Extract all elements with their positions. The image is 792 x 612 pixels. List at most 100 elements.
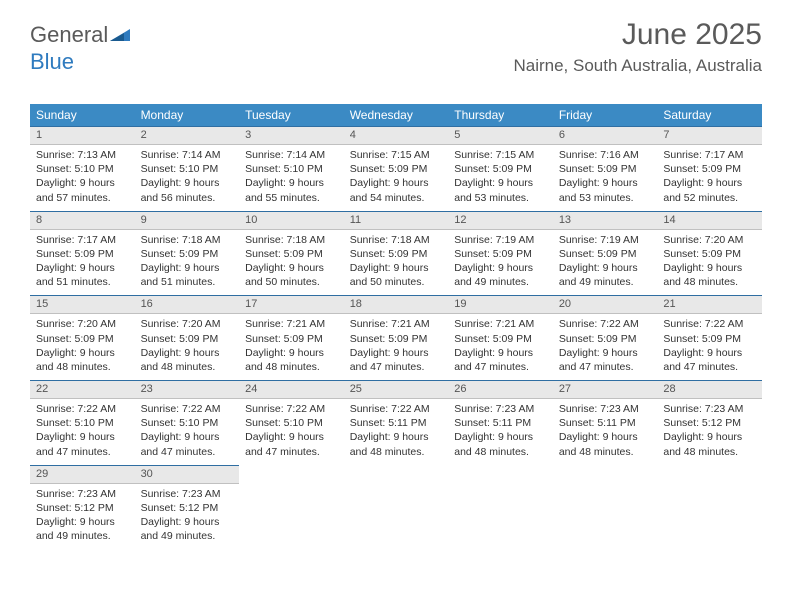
daylight-text: Daylight: 9 hours and 51 minutes. <box>36 262 115 288</box>
header-sunday: Sunday <box>30 104 135 127</box>
sunrise-text: Sunrise: 7:18 AM <box>245 234 325 246</box>
sunset-text: Sunset: 5:09 PM <box>141 333 219 345</box>
sunrise-text: Sunrise: 7:23 AM <box>141 488 221 500</box>
sunset-text: Sunset: 5:11 PM <box>559 417 636 429</box>
sunrise-text: Sunrise: 7:23 AM <box>559 403 639 415</box>
day-number-cell: 13 <box>553 211 658 229</box>
sunrise-text: Sunrise: 7:19 AM <box>454 234 534 246</box>
day-content-cell: Sunrise: 7:15 AMSunset: 5:09 PMDaylight:… <box>344 145 449 212</box>
daylight-text: Daylight: 9 hours and 53 minutes. <box>454 177 533 203</box>
sunrise-text: Sunrise: 7:22 AM <box>245 403 325 415</box>
content-row: Sunrise: 7:22 AM Sunset: 5:10 PM Daylight:… <box>30 399 762 466</box>
daylight-text: Daylight: 9 hours and 49 minutes. <box>559 262 638 288</box>
daylight-text: Daylight: 9 hours and 51 minutes. <box>141 262 220 288</box>
sunrise-text: Sunrise: 7:19 AM <box>559 234 639 246</box>
day-content-cell: Sunrise: 7:20 AMSunset: 5:09 PMDaylight:… <box>657 229 762 296</box>
day-number-cell: 10 <box>239 211 344 229</box>
sunset-text: Sunset: 5:09 PM <box>559 248 637 260</box>
sunset-text: Sunset: 5:09 PM <box>350 163 428 175</box>
sunrise-text: Sunrise: 7:22 AM <box>663 318 743 330</box>
day-content-cell: Sunrise: 7:19 AM Sunset: 5:09 PM Daylight:… <box>553 229 658 296</box>
daylight-text: Daylight: 9 hours and 47 minutes. <box>36 431 115 457</box>
sunset-text: Sunset: 5:12 PM <box>36 502 114 514</box>
header-right: June 2025 Nairne, South Australia, Austr… <box>513 18 762 76</box>
content-row: Sunrise: 7:13 AM Sunset: 5:10 PM Daylight:… <box>30 145 762 212</box>
daylight-text: Daylight: 9 hours and 48 minutes. <box>559 431 638 457</box>
daylight-text: Daylight: 9 hours and 56 minutes. <box>141 177 220 203</box>
day-number-cell: 3 <box>239 127 344 145</box>
day-content-cell: Sunrise: 7:22 AM Sunset: 5:09 PM Daylight:… <box>657 314 762 381</box>
day-number-cell: 7 <box>657 127 762 145</box>
day-number-cell <box>657 465 762 483</box>
sunrise-text: Sunrise: 7:18 AM <box>350 234 430 246</box>
daylight-text: Daylight: 9 hours and 55 minutes. <box>245 177 324 203</box>
sunset-text: Sunset: 5:10 PM <box>141 163 219 175</box>
content-row: Sunrise: 7:23 AMSunset: 5:12 PMDaylight:… <box>30 483 762 549</box>
daynum-row: 891011121314 <box>30 211 762 229</box>
day-content-cell: Sunrise: 7:14 AM Sunset: 5:10 PM Daylight:… <box>135 145 240 212</box>
logo-text-2: Blue <box>30 49 74 74</box>
header-wednesday: Wednesday <box>344 104 449 127</box>
day-content-cell: Sunrise: 7:17 AMSunset: 5:09 PMDaylight:… <box>30 229 135 296</box>
logo-text-1: General <box>30 22 108 47</box>
day-number-cell: 16 <box>135 296 240 314</box>
day-number-cell: 30 <box>135 465 240 483</box>
daylight-text: Daylight: 9 hours and 53 minutes. <box>559 177 638 203</box>
sunrise-text: Sunrise: 7:15 AM <box>454 149 534 161</box>
day-number-cell: 25 <box>344 381 449 399</box>
day-content-cell: Sunrise: 7:20 AMSunset: 5:09 PMDaylight:… <box>30 314 135 381</box>
daylight-text: Daylight: 9 hours and 47 minutes. <box>454 347 533 373</box>
sunset-text: Sunset: 5:09 PM <box>350 333 428 345</box>
day-content-cell: Sunrise: 7:22 AMSunset: 5:11 PMDaylight:… <box>344 399 449 466</box>
day-content-cell: Sunrise: 7:22 AMSunset: 5:10 PMDaylight:… <box>135 399 240 466</box>
daynum-row: 22232425262728 <box>30 381 762 399</box>
daylight-text: Daylight: 9 hours and 52 minutes. <box>663 177 742 203</box>
sunrise-text: Sunrise: 7:21 AM <box>350 318 430 330</box>
sunrise-text: Sunrise: 7:23 AM <box>663 403 743 415</box>
sunset-text: Sunset: 5:09 PM <box>36 248 114 260</box>
sunrise-text: Sunrise: 7:20 AM <box>141 318 221 330</box>
content-row: Sunrise: 7:20 AM Sunset: 5:09 PM Daylight:… <box>30 314 762 381</box>
sunset-text: Sunset: 5:09 PM <box>663 163 741 175</box>
sunrise-text: Sunrise: 7:22 AM <box>36 403 116 415</box>
daylight-text: Daylight: 9 hours and 48 minutes. <box>663 431 742 457</box>
sunset-text: Sunset: 5:09 PM <box>245 333 323 345</box>
sunrise-text: Sunrise: 7:20 AM <box>36 318 116 330</box>
day-number-cell: 28 <box>657 381 762 399</box>
day-content-cell: Sunrise: 7:23 AMSunset: 5:12 PMDaylight:… <box>657 399 762 466</box>
sunset-text: Sunset: 5:09 PM <box>559 333 637 345</box>
day-content-cell: Sunrise: 7:22 AM Sunset: 5:10 PM Daylight:… <box>30 399 135 466</box>
month-title: June 2025 <box>513 18 762 52</box>
day-number-cell: 1 <box>30 127 135 145</box>
day-content-cell: Sunrise: 7:13 AMSunset: 5:10 PMDaylight:… <box>30 145 135 212</box>
sunset-text: Sunset: 5:09 PM <box>663 333 741 345</box>
sunset-text: Sunset: 5:10 PM <box>36 417 114 429</box>
day-content-cell: Sunrise: 7:23 AM Sunset: 5:11 PM Daylight:… <box>553 399 658 466</box>
daynum-row: 15161718192021 <box>30 296 762 314</box>
daylight-text: Daylight: 9 hours and 49 minutes. <box>454 262 533 288</box>
sunrise-text: Sunrise: 7:16 AM <box>559 149 639 161</box>
daylight-text: Daylight: 9 hours and 48 minutes. <box>454 431 533 457</box>
day-number-cell: 14 <box>657 211 762 229</box>
sunrise-text: Sunrise: 7:21 AM <box>454 318 534 330</box>
daylight-text: Daylight: 9 hours and 47 minutes. <box>141 431 220 457</box>
day-content-cell: Sunrise: 7:21 AM Sunset: 5:09 PM Daylight:… <box>344 314 449 381</box>
sunrise-text: Sunrise: 7:21 AM <box>245 318 325 330</box>
daynum-row: 1234567 <box>30 127 762 145</box>
sunrise-text: Sunrise: 7:14 AM <box>141 149 221 161</box>
daylight-text: Daylight: 9 hours and 47 minutes. <box>663 347 742 373</box>
day-number-cell: 20 <box>553 296 658 314</box>
logo: General Blue <box>30 22 132 75</box>
sunrise-text: Sunrise: 7:22 AM <box>141 403 221 415</box>
sunrise-text: Sunrise: 7:13 AM <box>36 149 116 161</box>
sunset-text: Sunset: 5:09 PM <box>454 163 532 175</box>
day-number-cell: 22 <box>30 381 135 399</box>
day-number-cell <box>553 465 658 483</box>
daylight-text: Daylight: 9 hours and 47 minutes. <box>350 347 429 373</box>
calendar-body: 1234567 Sunrise: 7:13 AM Sunset: 5:10 PM Da… <box>30 127 762 550</box>
sunset-text: Sunset: 5:09 PM <box>454 333 532 345</box>
day-content-cell: Sunrise: 7:22 AMSunset: 5:09 PMDaylight:… <box>553 314 658 381</box>
day-number-cell: 29 <box>30 465 135 483</box>
day-number-cell: 17 <box>239 296 344 314</box>
day-content-cell: Sunrise: 7:20 AMSunset: 5:09 PMDaylight:… <box>135 314 240 381</box>
